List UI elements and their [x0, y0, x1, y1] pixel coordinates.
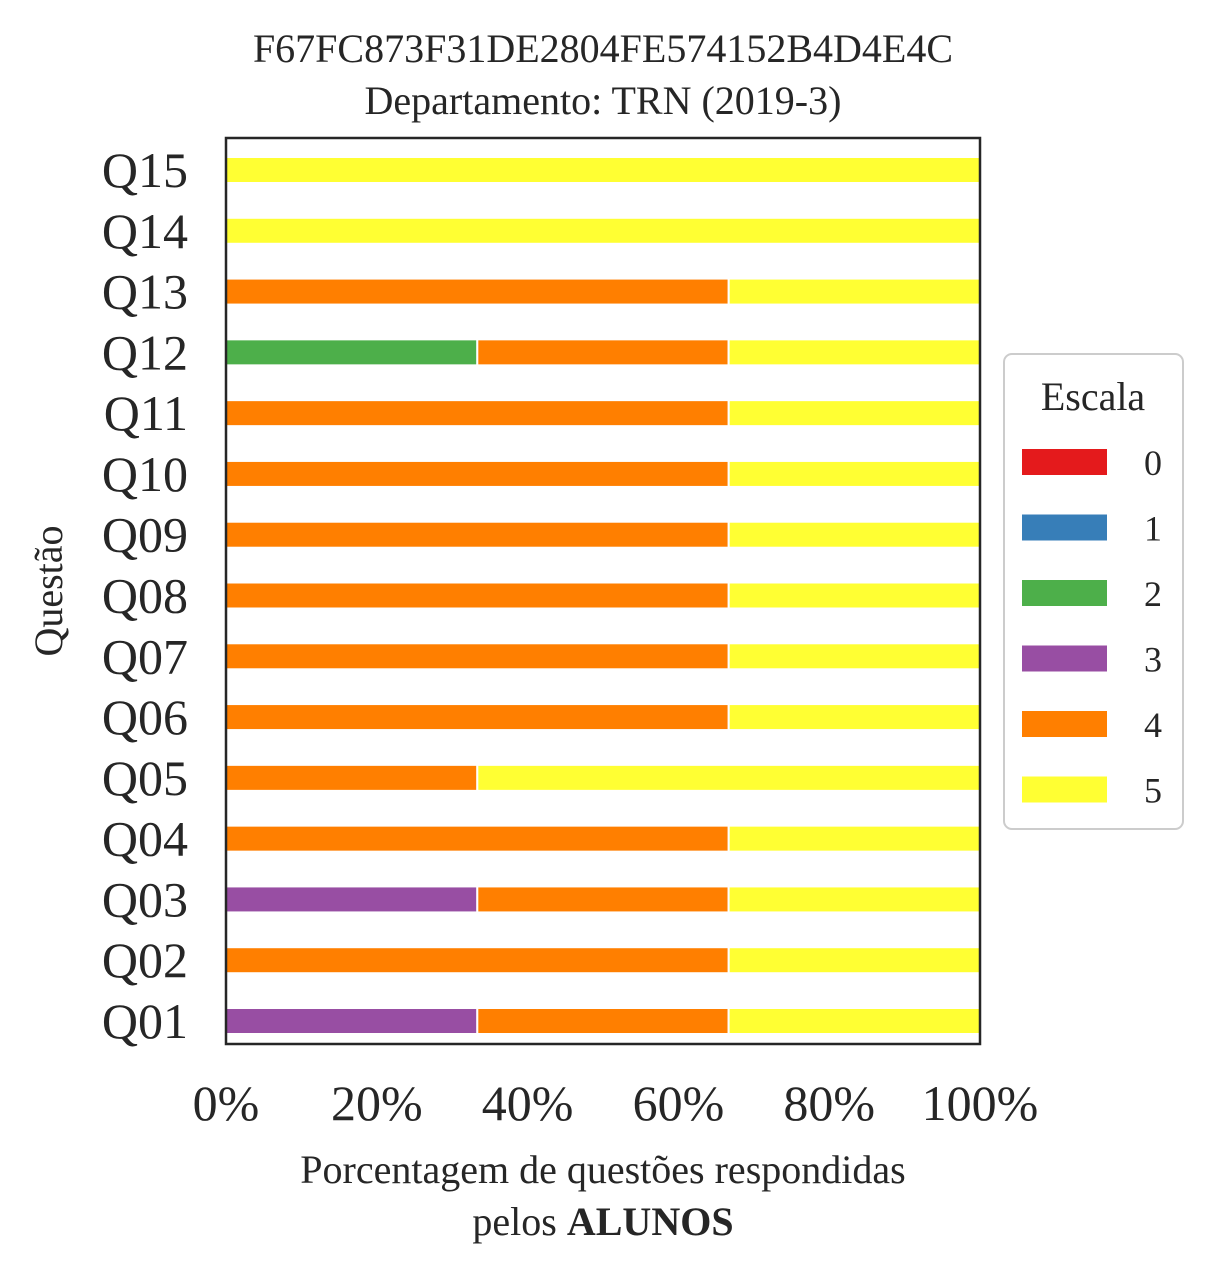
- x-tick-1: 20%: [331, 1075, 423, 1131]
- y-tick-q10: Q10: [102, 446, 188, 502]
- bar-q11-scale-4: [225, 399, 730, 428]
- bars-layer: [225, 156, 981, 1035]
- y-tick-q05: Q05: [102, 750, 188, 806]
- bar-q14-scale-5: [225, 216, 981, 245]
- bar-q07-scale-4: [225, 642, 730, 671]
- chart-title: F67FC873F31DE2804FE574152B4D4E4C: [253, 26, 953, 71]
- y-tick-q08: Q08: [102, 568, 188, 624]
- bar-q05-scale-5: [476, 763, 981, 792]
- x-tick-2: 40%: [482, 1075, 574, 1131]
- x-tick-3: 60%: [633, 1075, 725, 1131]
- y-tick-q01: Q01: [102, 993, 188, 1049]
- x-axis-label-bold: ALUNOS: [567, 1199, 734, 1244]
- y-tick-q06: Q06: [102, 689, 188, 745]
- bar-q07-scale-5: [727, 642, 981, 671]
- x-tick-labels: 0% 20% 40% 60% 80% 100%: [193, 1075, 1039, 1131]
- x-axis-label-normal: pelos: [472, 1199, 566, 1244]
- bar-q01-scale-4: [476, 1007, 730, 1035]
- bar-q09-scale-5: [727, 520, 981, 549]
- legend-label-2: 2: [1144, 574, 1162, 614]
- bar-q02-scale-5: [727, 946, 981, 975]
- y-tick-q14: Q14: [102, 203, 188, 259]
- bar-q06-scale-5: [727, 703, 981, 732]
- y-tick-q11: Q11: [104, 385, 188, 441]
- bar-q08-scale-5: [727, 581, 981, 610]
- bar-q13-scale-4: [225, 277, 730, 306]
- x-axis-label-line1: Porcentagem de questões respondidas: [300, 1147, 905, 1192]
- bar-q13-scale-5: [727, 277, 981, 306]
- y-tick-q12: Q12: [102, 324, 188, 380]
- legend-swatch-4: [1022, 711, 1107, 737]
- bar-q01-scale-5: [727, 1007, 981, 1035]
- y-tick-q15: Q15: [102, 142, 188, 198]
- bar-q12-scale-5: [727, 338, 981, 367]
- y-tick-q07: Q07: [102, 628, 188, 684]
- bar-q03-scale-3: [225, 885, 479, 914]
- y-tick-q02: Q02: [102, 932, 188, 988]
- bar-q11-scale-5: [727, 399, 981, 428]
- y-tick-q04: Q04: [102, 811, 188, 867]
- bar-q03-scale-4: [476, 885, 730, 914]
- legend-swatch-2: [1022, 580, 1107, 606]
- x-tick-4: 80%: [783, 1075, 875, 1131]
- legend: Escala 0 1 2 3 4 5: [1003, 353, 1184, 830]
- x-axis-label-line2: pelos ALUNOS: [472, 1199, 733, 1244]
- bar-q09-scale-4: [225, 520, 730, 549]
- legend-label-1: 1: [1144, 509, 1162, 549]
- y-tick-labels: Q01Q02Q03Q04Q05Q06Q07Q08Q09Q10Q11Q12Q13Q…: [102, 142, 188, 1049]
- legend-swatch-0: [1022, 449, 1107, 475]
- legend-label-0: 0: [1144, 443, 1162, 483]
- bar-q10-scale-5: [727, 459, 981, 488]
- y-tick-q13: Q13: [102, 264, 188, 320]
- bar-q15-scale-5: [225, 156, 981, 184]
- y-tick-q03: Q03: [102, 871, 188, 927]
- legend-label-5: 5: [1144, 771, 1162, 811]
- bar-q12-scale-2: [225, 338, 479, 367]
- bar-q04-scale-5: [727, 824, 981, 853]
- legend-label-3: 3: [1144, 640, 1162, 680]
- bar-q08-scale-4: [225, 581, 730, 610]
- bar-q12-scale-4: [476, 338, 730, 367]
- legend-swatch-5: [1022, 776, 1107, 803]
- y-tick-q09: Q09: [102, 507, 188, 563]
- bar-q05-scale-4: [225, 763, 479, 792]
- plot-frame: [224, 136, 982, 1046]
- bar-q04-scale-4: [225, 824, 730, 853]
- x-tick-5: 100%: [922, 1075, 1039, 1131]
- bar-q03-scale-5: [727, 885, 981, 914]
- legend-label-4: 4: [1144, 705, 1162, 745]
- x-tick-0: 0%: [193, 1075, 260, 1131]
- legend-title: Escala: [1041, 374, 1146, 419]
- bar-q01-scale-3: [225, 1007, 479, 1035]
- chart-subtitle: Departamento: TRN (2019-3): [365, 78, 842, 123]
- legend-swatch-3: [1022, 645, 1107, 672]
- y-axis-label: Questão: [26, 525, 71, 656]
- bar-q02-scale-4: [225, 946, 730, 975]
- legend-items: 0 1 2 3 4 5: [1022, 443, 1162, 811]
- legend-swatch-1: [1022, 514, 1107, 541]
- bar-q10-scale-4: [225, 459, 730, 488]
- bar-q06-scale-4: [225, 703, 730, 732]
